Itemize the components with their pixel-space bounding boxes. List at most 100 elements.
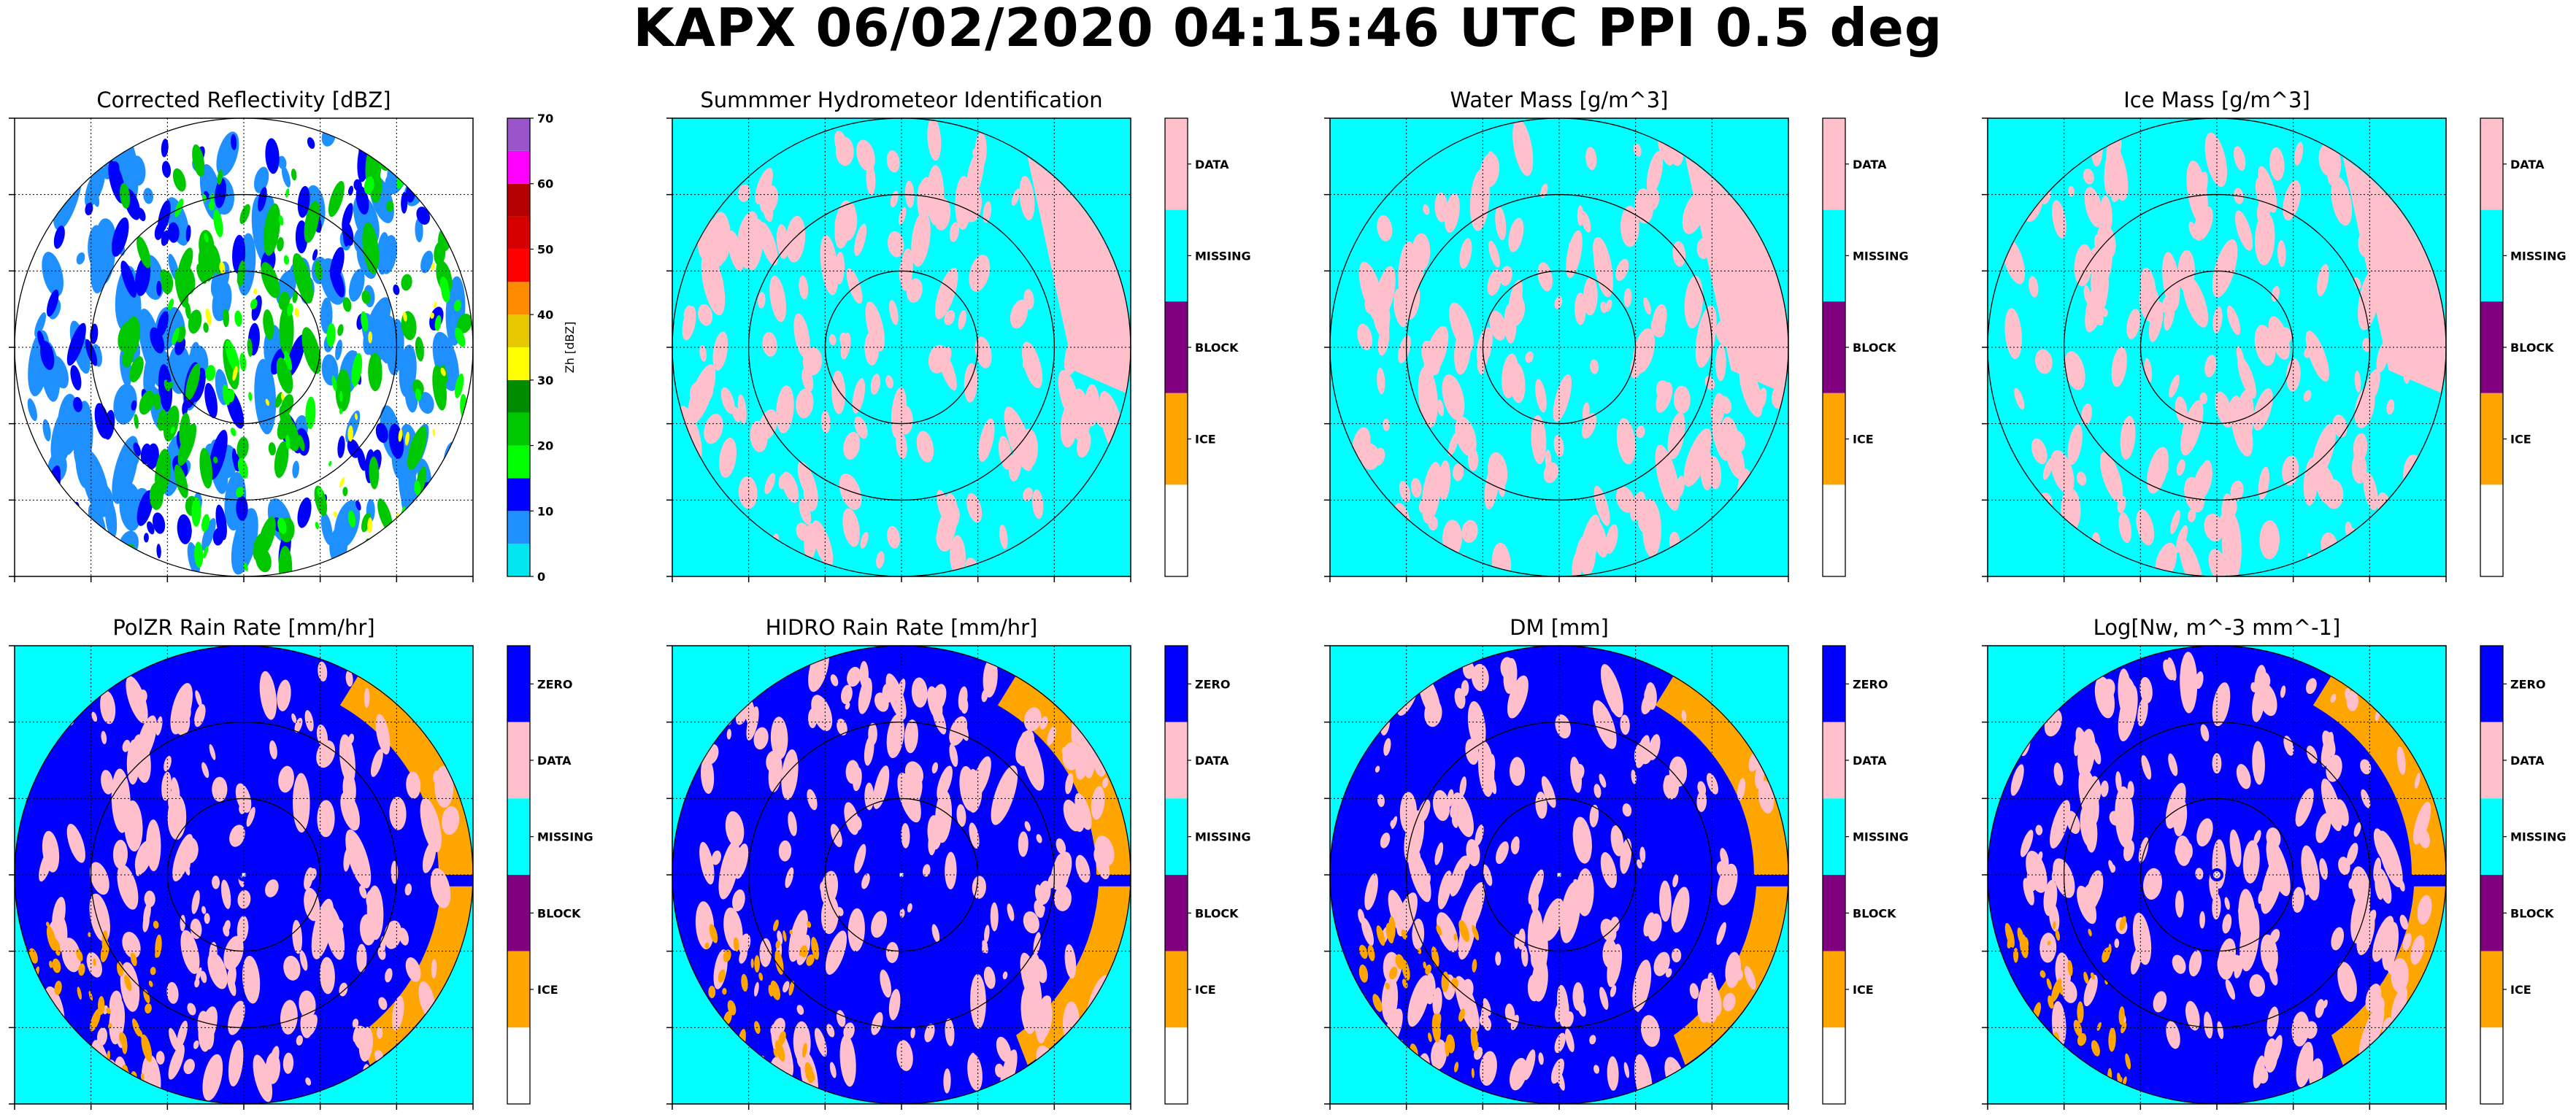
colorbar-tick-label: 10 xyxy=(537,504,553,518)
echo-cell xyxy=(191,497,201,527)
echo-cell xyxy=(788,910,808,962)
colorbar-swatch xyxy=(507,314,530,347)
radar-ppi-plot xyxy=(9,645,474,1110)
echo-cell xyxy=(1559,390,1566,403)
echo-cell xyxy=(401,274,412,291)
echo-cell xyxy=(1410,478,1422,498)
echo-cell xyxy=(2260,934,2278,974)
echo-cell xyxy=(1437,399,1445,417)
echo-cell xyxy=(806,954,815,966)
echo-cell xyxy=(1022,341,1043,389)
echo-cell xyxy=(998,436,1012,470)
echo-cell xyxy=(403,312,407,322)
colorbar-swatch xyxy=(2480,118,2503,210)
echo-cell xyxy=(137,715,157,762)
echo-cell xyxy=(2115,771,2122,792)
echo-cell xyxy=(169,1027,179,1051)
colorbar-swatch xyxy=(1823,118,1845,210)
echo-cell xyxy=(970,973,986,1029)
echo-cell xyxy=(1531,957,1548,1002)
echo-cell xyxy=(1364,287,1383,314)
echo-cell xyxy=(961,698,969,714)
echo-cell xyxy=(2407,310,2416,323)
echo-cell xyxy=(2217,1021,2224,1040)
echo-cell xyxy=(2115,786,2134,848)
echo-cell xyxy=(155,449,171,497)
echo-cell xyxy=(2317,264,2329,296)
echo-cell xyxy=(1495,206,1507,241)
echo-cell xyxy=(91,187,100,207)
echo-cell xyxy=(1398,335,1411,363)
echo-cell xyxy=(455,327,466,347)
echo-cell xyxy=(2249,974,2265,997)
data-field xyxy=(1347,118,1788,576)
echo-cell xyxy=(119,482,142,531)
echo-cell xyxy=(1620,206,1639,247)
echo-cell xyxy=(772,919,779,932)
echo-cell xyxy=(2305,678,2317,695)
echo-cell xyxy=(99,485,114,517)
echo-cell xyxy=(50,355,69,389)
echo-cell xyxy=(2253,830,2261,845)
echo-cell xyxy=(52,897,66,935)
echo-cell xyxy=(52,958,61,973)
echo-cell xyxy=(259,671,277,720)
echo-cell xyxy=(2261,852,2285,914)
echo-cell xyxy=(950,535,966,576)
echo-cell xyxy=(897,405,913,435)
echo-cell xyxy=(2051,978,2062,1003)
echo-cell xyxy=(2412,801,2431,845)
echo-cell xyxy=(1583,277,1598,316)
echo-cell xyxy=(1425,964,1432,975)
echo-cell xyxy=(1696,790,1707,812)
echo-cell xyxy=(1084,384,1099,427)
echo-cell xyxy=(2294,142,2304,166)
echo-cell xyxy=(281,166,291,188)
echo-cell xyxy=(254,166,269,193)
echo-cell xyxy=(870,374,880,395)
echo-cell xyxy=(1523,1049,1536,1081)
echo-cell xyxy=(1672,241,1686,267)
echo-cell xyxy=(949,744,958,768)
echo-cell xyxy=(352,1019,359,1029)
echo-cell xyxy=(347,510,356,528)
range-ring xyxy=(2063,721,2371,1029)
echo-cell xyxy=(1075,854,1091,883)
echo-cell xyxy=(698,304,713,326)
colorbar-label: BLOCK xyxy=(1853,906,1896,920)
echo-cell xyxy=(1642,501,1661,557)
echo-cell xyxy=(1758,780,1775,814)
echo-cell xyxy=(274,441,289,478)
echo-cell xyxy=(1671,948,1682,962)
echo-cell xyxy=(2222,914,2232,934)
echo-cell xyxy=(113,383,137,425)
echo-cell xyxy=(2029,276,2039,298)
colorbar-label: DATA xyxy=(2510,158,2545,171)
echo-cell xyxy=(1023,911,1039,934)
echo-cell xyxy=(1599,773,1607,788)
echo-cell xyxy=(802,347,823,376)
echo-cell xyxy=(1636,425,1645,439)
echo-cell xyxy=(831,370,846,414)
echo-cell xyxy=(431,959,437,979)
colorbar-swatch xyxy=(1823,798,1845,875)
colorbar-swatch xyxy=(1165,646,1188,722)
echo-cell xyxy=(112,436,139,504)
plot-frame xyxy=(1329,117,1789,577)
echo-cell xyxy=(1509,1057,1528,1091)
echo-cell xyxy=(2050,449,2075,494)
echo-cell xyxy=(837,907,844,916)
echo-cell xyxy=(292,919,303,954)
echo-cell xyxy=(78,963,85,976)
echo-cell xyxy=(763,199,773,223)
echo-cell xyxy=(2304,1021,2318,1039)
echo-cell xyxy=(291,713,297,723)
echo-cell xyxy=(1582,827,1588,838)
echo-cell xyxy=(726,728,732,740)
echo-cell xyxy=(1716,922,1726,946)
echo-cell xyxy=(130,952,137,967)
echo-cell xyxy=(430,868,451,908)
echo-cell xyxy=(2196,818,2213,847)
echo-cell xyxy=(1739,363,1763,417)
echo-cell xyxy=(229,824,245,847)
